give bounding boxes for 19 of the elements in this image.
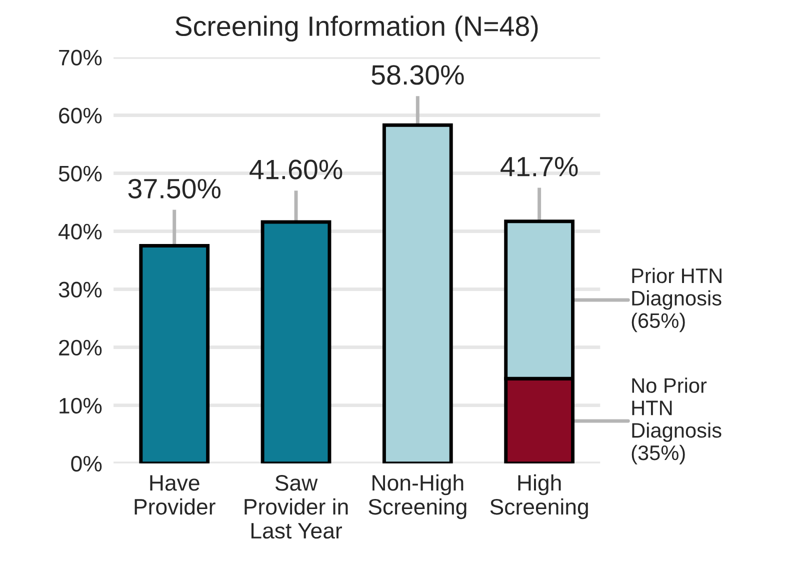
x-tick-label: High Screening (490, 474, 588, 520)
x-tick-label: Non-High Screening (368, 474, 466, 520)
y-tick-label: 0% (71, 456, 102, 472)
y-tick-label: 20% (59, 340, 102, 356)
y-tick-label: 60% (59, 108, 102, 124)
total-label: 37.50% (128, 178, 220, 198)
text: Prior HTN Diagnosis (65%) (632, 268, 722, 332)
y-tick-label: 10% (60, 398, 102, 414)
total-label: 58.30% (372, 65, 464, 85)
y-tick-label: 40% (58, 224, 102, 240)
y-tick-label: 50% (58, 166, 102, 182)
x-tick-label: Have Provider (134, 475, 216, 515)
y-tick-label: 70% (59, 50, 102, 66)
x-tick-label: Saw Provider in Last Year (244, 475, 348, 539)
total-label: 41.60% (250, 160, 342, 180)
text: No Prior HTN Diagnosis (35%) (632, 378, 722, 464)
y-tick-label: 30% (58, 282, 102, 298)
chart-title: Screening Information (N=48) (176, 16, 538, 42)
total-label: 41.7% (500, 156, 578, 176)
